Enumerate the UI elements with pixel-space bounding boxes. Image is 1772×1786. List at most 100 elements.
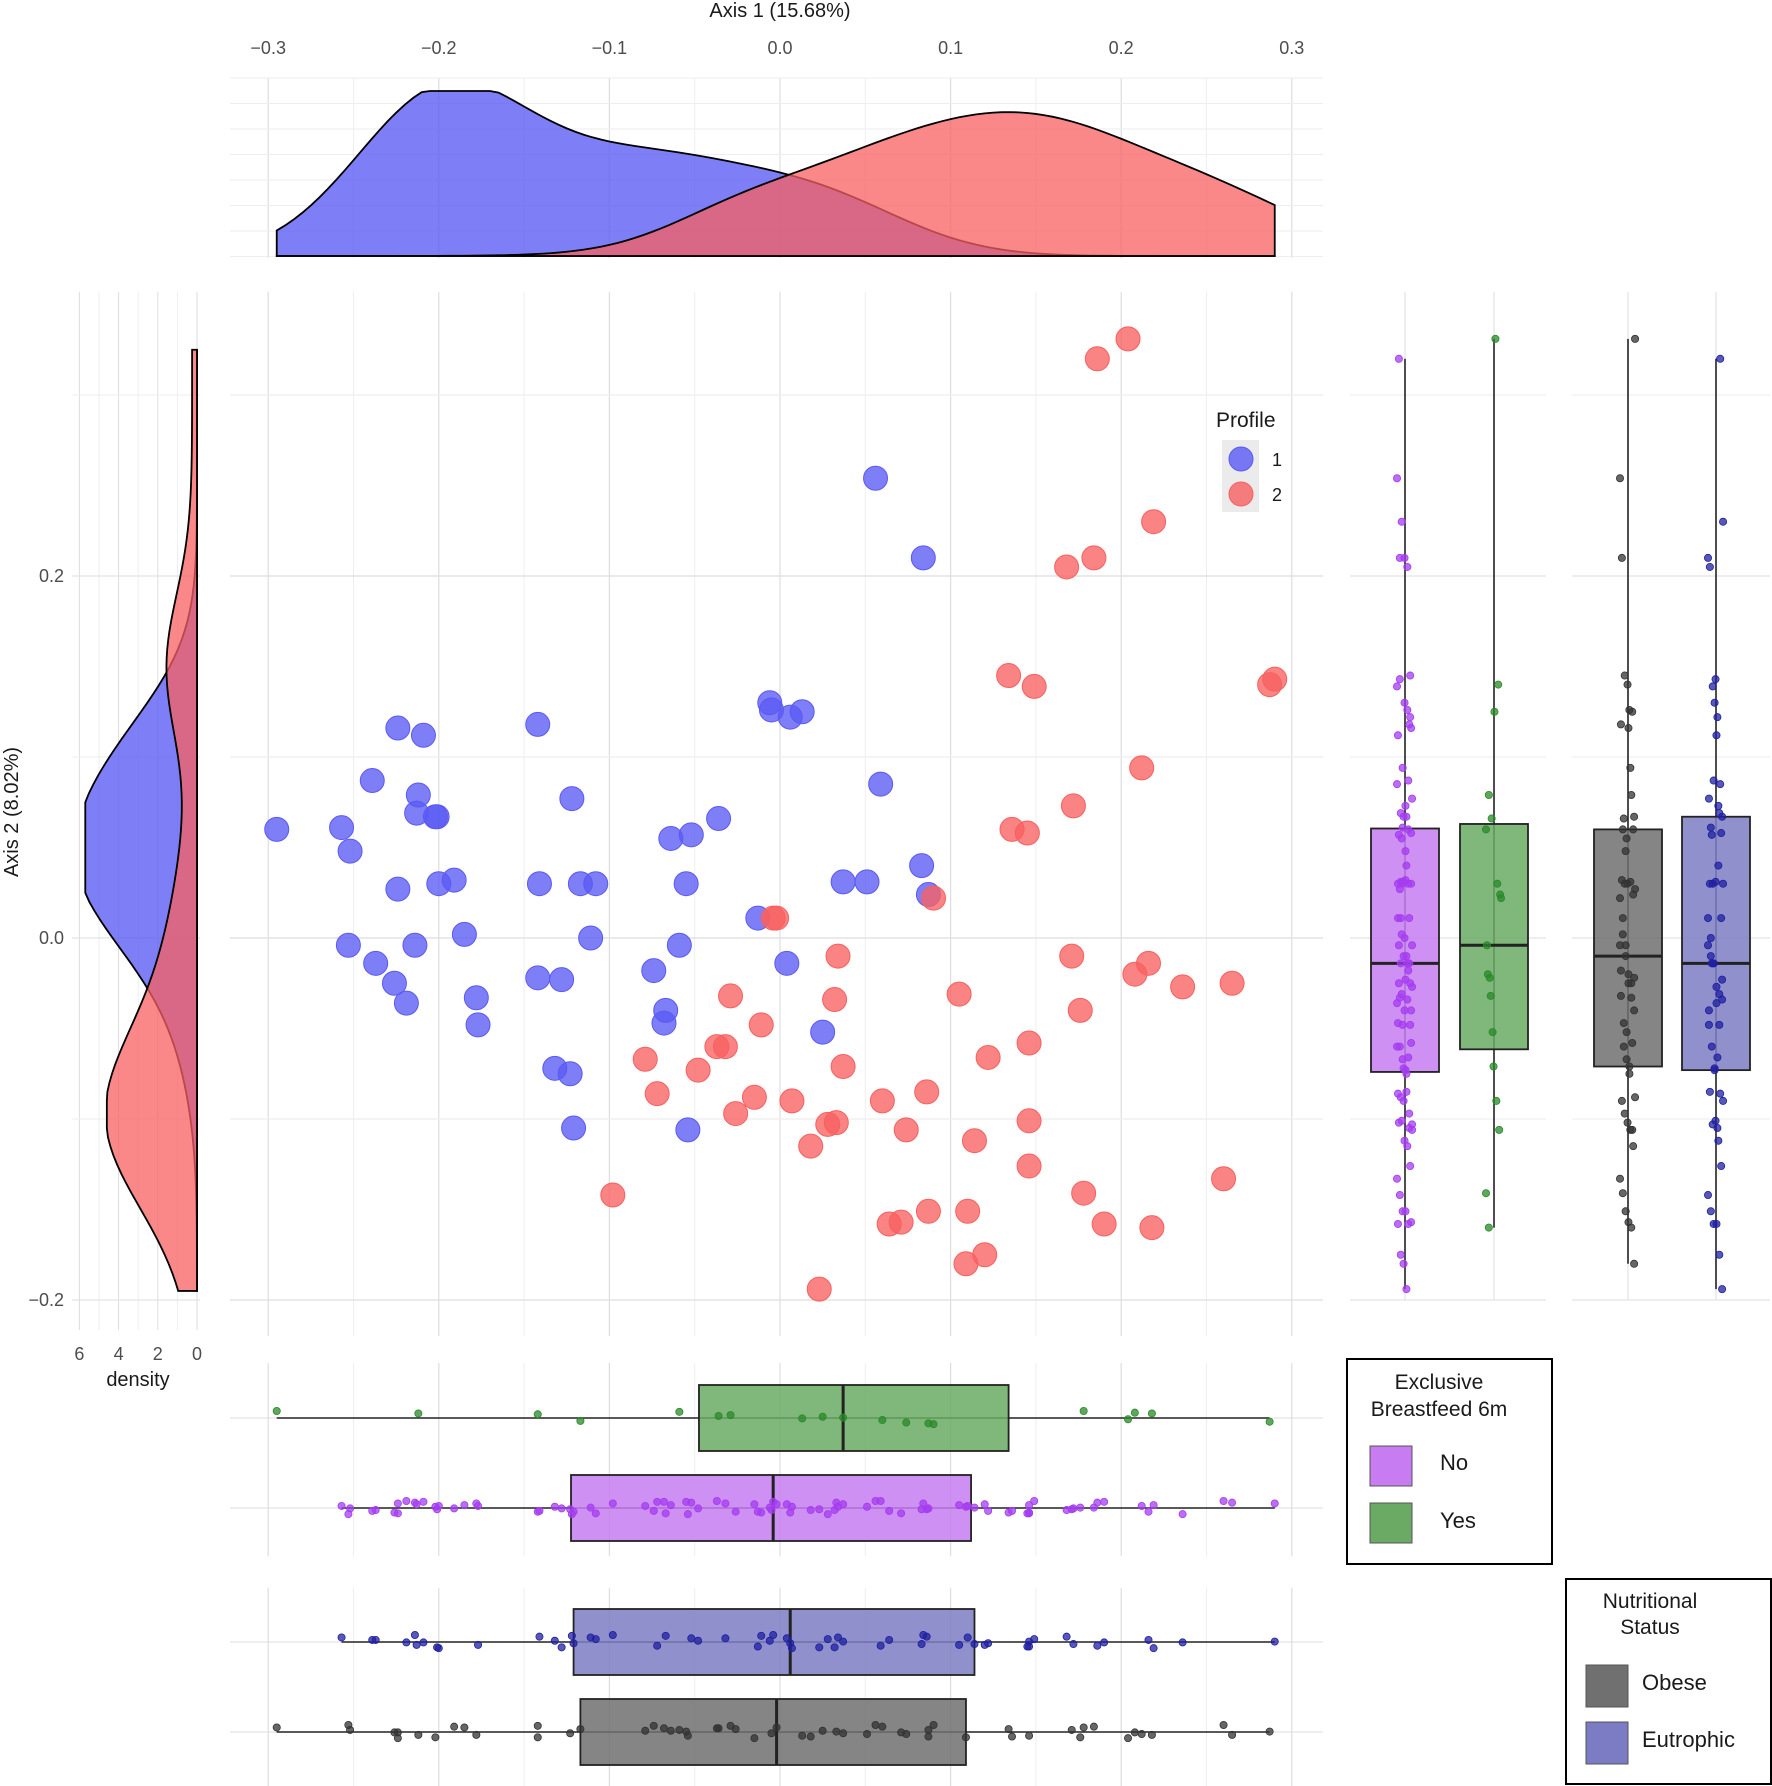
right-box-no-point — [1407, 1038, 1416, 1047]
scatter-point-profile-2 — [955, 1198, 981, 1224]
right-box-no-point — [1400, 698, 1409, 707]
scatter-point-profile-2 — [921, 885, 947, 911]
right-box-no-point — [1407, 829, 1416, 838]
right-box-eutrophic-point — [1719, 1096, 1728, 1105]
scatter-point-profile-2 — [600, 1182, 626, 1208]
scatter-point-profile-2 — [953, 1251, 979, 1277]
right-box-eutrophic-point — [1704, 1191, 1713, 1200]
right-box-obese-point — [1630, 1259, 1639, 1268]
scatter-point-profile-2 — [1211, 1166, 1237, 1192]
scatter-point-profile-2 — [748, 1012, 774, 1038]
scatter-point-profile-1 — [910, 545, 936, 571]
density-curve-left-profile-2 — [105, 348, 198, 1292]
bottom-box-eutrophic-point — [963, 1633, 972, 1642]
right-box-eutrophic-point — [1706, 952, 1715, 961]
scatter-point-profile-1 — [909, 853, 935, 879]
bottom-box-obese-point — [566, 1729, 575, 1738]
right-box-eutrophic-point — [1706, 1207, 1715, 1216]
bottom-box-obese-point — [772, 1723, 781, 1732]
bottom-box-obese-point — [839, 1729, 848, 1738]
right-box-no-point — [1393, 731, 1402, 740]
bottom-box-no-point — [955, 1501, 964, 1510]
y-tick-labels: −0.2 0.0 0.2 — [28, 566, 64, 1310]
right-box-yes-point — [1486, 991, 1495, 1000]
scatter-point-profile-2 — [712, 1034, 738, 1060]
bottom-box-obese-point — [1137, 1730, 1146, 1739]
right-box-no-point — [1399, 1259, 1408, 1268]
right-box-obese-point — [1618, 1189, 1627, 1198]
bottom-box-yes-point — [839, 1413, 848, 1422]
scatter-point-profile-2 — [1059, 943, 1085, 969]
bottom-box-obese-point — [533, 1721, 542, 1730]
scatter-point-profile-2 — [798, 1133, 824, 1159]
bottom-box-eutrophic-point — [661, 1631, 670, 1640]
left-density-panel: 6 4 2 0 density Axis 2 (8.02%) −0.2 0.0 0.2 — [1, 292, 202, 1391]
bottom-box-no-point — [344, 1510, 353, 1519]
bottom-box-eutrophic-point — [839, 1637, 848, 1646]
scatter-point-profile-2 — [1262, 666, 1288, 692]
bottom-box-yes-point — [798, 1414, 807, 1423]
scatter-point-profile-1 — [424, 804, 450, 830]
right-box-yes-point — [1494, 680, 1503, 689]
breastfeed-legend-title-2: Breastfeed 6m — [1371, 1398, 1508, 1421]
bottom-box-obese-point — [818, 1726, 827, 1735]
scatter-point-profile-2 — [946, 981, 972, 1007]
y-axis-title: Axis 2 (8.02%) — [1, 747, 23, 877]
bottom-box-no-point — [535, 1506, 544, 1515]
bottom-box-eutrophic-box — [572, 1608, 976, 1676]
bottom-box-eutrophic-point — [434, 1644, 443, 1653]
right-box-no-point — [1406, 1162, 1415, 1171]
scatter-point-profile-1 — [583, 871, 609, 897]
scatter-point-profile-2 — [888, 1209, 914, 1235]
bottom-box-eutrophic-point — [980, 1640, 989, 1649]
scatter-point-profile-1 — [666, 932, 692, 958]
scatter-point-profile-2 — [1084, 346, 1110, 372]
bottom-box-no-point — [767, 1506, 776, 1515]
right-box-yes-point — [1490, 707, 1499, 716]
scatter-point-profile-2 — [825, 943, 851, 969]
right-box-no-point — [1401, 1207, 1410, 1216]
right-box-no-point — [1393, 780, 1402, 789]
bottom-box-eutrophic-point — [1062, 1632, 1071, 1641]
scatter-point-profile-2 — [830, 1054, 856, 1080]
bottom-box-no-point — [410, 1498, 419, 1507]
right-box-no-point — [1408, 794, 1417, 803]
bottom-box-eutrophic-point — [694, 1636, 703, 1645]
right-box-eutrophic-point — [1706, 934, 1715, 943]
bottom-box-yes-box — [698, 1384, 1010, 1452]
right-box-yes-point — [1495, 1125, 1504, 1134]
bottom-box-no-point — [393, 1499, 402, 1508]
right-box-eutrophic-point — [1704, 1006, 1713, 1015]
scatter-point-profile-2 — [1016, 1153, 1042, 1179]
scatter-point-profile-1 — [658, 825, 684, 851]
right-box-eutrophic-point — [1711, 877, 1720, 886]
scatter-point-profile-2 — [1091, 1211, 1117, 1237]
right-box-obese-point — [1618, 825, 1627, 834]
scatter-point-profile-2 — [1067, 997, 1093, 1023]
right-box-no-point — [1402, 812, 1411, 821]
scatter-point-profile-2 — [1170, 974, 1196, 1000]
right-box-eutrophic-point — [1704, 794, 1713, 803]
right-box-no-point — [1393, 1219, 1402, 1228]
bottom-box-eutrophic-point — [569, 1639, 578, 1648]
bottom-box-yes-point — [902, 1418, 911, 1427]
breastfeed-legend-label-no: No — [1440, 1450, 1468, 1475]
right-box-eutrophic-point — [1709, 776, 1718, 785]
bottom-box-eutrophic-point — [550, 1636, 559, 1645]
bottom-box-no-point — [460, 1501, 469, 1510]
bottom-box-obese-point — [929, 1721, 938, 1730]
bottom-box-no-point — [1270, 1499, 1279, 1508]
right-boxplots-breastfeed — [1350, 292, 1546, 1301]
right-box-obese-point — [1621, 952, 1630, 961]
x-tick-label: 0.0 — [767, 38, 792, 58]
breastfeed-legend-title-1: Exclusive — [1395, 1371, 1484, 1394]
bottom-box-no-point — [1144, 1507, 1153, 1516]
scatter-point-profile-1 — [830, 869, 856, 895]
density-axis-title: density — [106, 1369, 169, 1391]
scatter-point-profile-1 — [789, 699, 815, 725]
scatter-point-profile-1 — [329, 815, 355, 841]
bottom-box-no-point — [970, 1503, 979, 1512]
right-box-eutrophic-point — [1712, 982, 1721, 991]
bottom-box-no-point — [550, 1502, 559, 1511]
bottom-box-no-point — [694, 1504, 703, 1513]
